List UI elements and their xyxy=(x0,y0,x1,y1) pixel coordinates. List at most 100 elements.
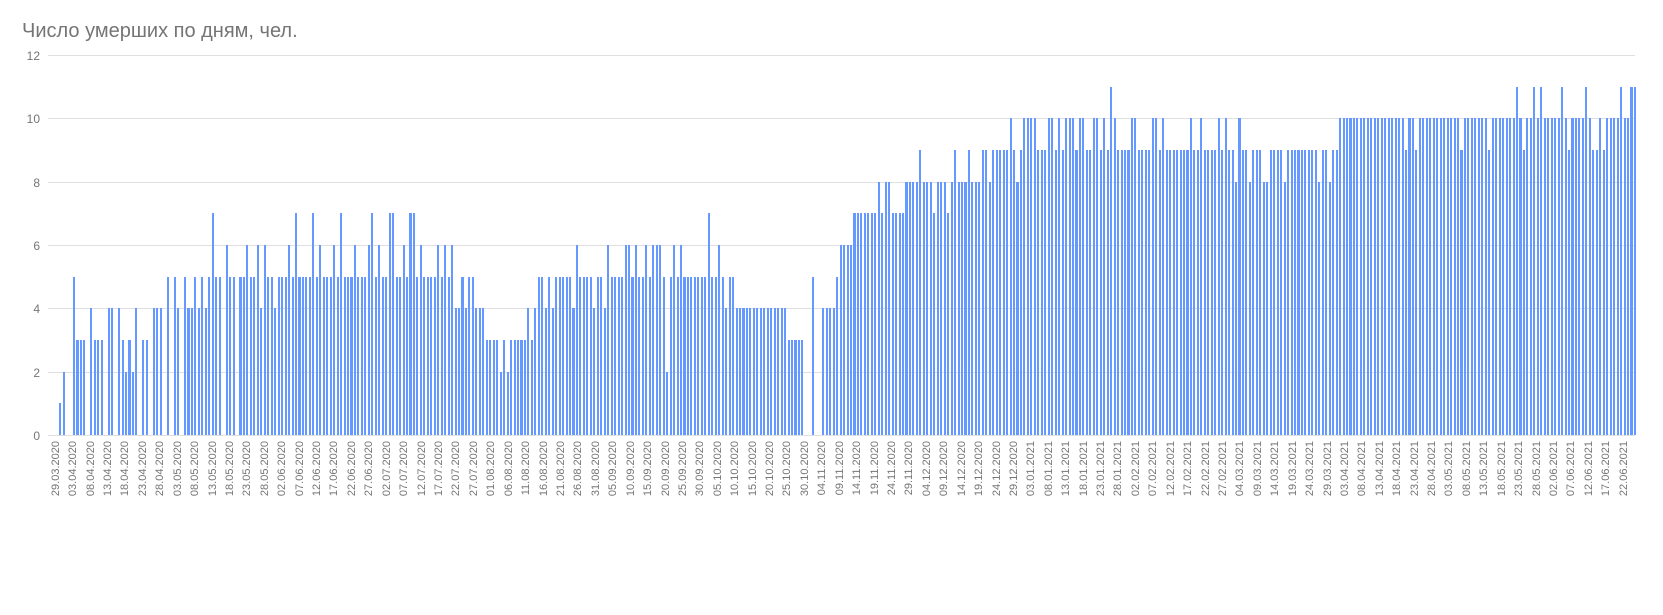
bar xyxy=(1391,118,1393,435)
bar xyxy=(600,277,602,435)
x-tick-label: 22.06.2020 xyxy=(346,441,358,496)
bar xyxy=(833,308,835,435)
x-tick-label: 15.10.2020 xyxy=(747,441,759,496)
x-tick-label: 07.06.2020 xyxy=(294,441,306,496)
x-tick-label: 25.09.2020 xyxy=(677,441,689,496)
bar xyxy=(895,213,897,435)
bar xyxy=(902,213,904,435)
bar xyxy=(316,277,318,435)
bar xyxy=(611,277,613,435)
bar xyxy=(628,245,630,435)
bar xyxy=(1100,150,1102,435)
bar xyxy=(1346,118,1348,435)
x-tick-label: 10.10.2020 xyxy=(729,441,741,496)
bar xyxy=(1207,150,1209,435)
bar xyxy=(687,277,689,435)
x-tick-label: 08.04.2020 xyxy=(85,441,97,496)
bar xyxy=(1252,150,1254,435)
chart-title: Число умерших по дням, чел. xyxy=(22,20,1643,43)
bar xyxy=(656,245,658,435)
bar xyxy=(905,182,907,435)
bar xyxy=(767,308,769,435)
x-tick-label: 29.11.2020 xyxy=(903,441,915,495)
bar xyxy=(461,277,463,435)
bar xyxy=(1166,150,1168,435)
bar xyxy=(1086,150,1088,435)
bar xyxy=(1613,118,1615,435)
x-tick-label: 01.08.2020 xyxy=(485,441,497,496)
bar xyxy=(881,213,883,435)
x-tick-label: 27.07.2020 xyxy=(468,441,480,496)
bar xyxy=(985,150,987,435)
bar xyxy=(940,182,942,435)
x-tick-label: 02.06.2021 xyxy=(1548,441,1560,496)
bar xyxy=(1315,150,1317,435)
bar xyxy=(982,150,984,435)
bar xyxy=(156,308,158,435)
bar xyxy=(1131,118,1133,435)
bar xyxy=(1519,118,1521,435)
bar xyxy=(274,308,276,435)
bar xyxy=(1547,118,1549,435)
bar xyxy=(725,308,727,435)
x-tick-label: 27.02.2021 xyxy=(1217,441,1229,496)
bar xyxy=(531,340,533,435)
bar xyxy=(1124,150,1126,435)
bar xyxy=(1405,150,1407,435)
bar xyxy=(125,372,127,435)
bar xyxy=(142,340,144,435)
chart-container: Число умерших по дням, чел. 024681012 29… xyxy=(0,0,1663,615)
bar xyxy=(1596,150,1598,435)
bar xyxy=(579,277,581,435)
bar xyxy=(406,277,408,435)
bar xyxy=(271,277,273,435)
bar xyxy=(1526,118,1528,435)
x-tick-label: 03.01.2021 xyxy=(1025,441,1037,496)
bar xyxy=(1003,150,1005,435)
bar xyxy=(1578,118,1580,435)
bar xyxy=(1377,118,1379,435)
bar xyxy=(1537,118,1539,435)
x-tick-label: 16.08.2020 xyxy=(538,441,550,496)
bar xyxy=(1540,87,1542,435)
x-tick-label: 13.01.2021 xyxy=(1060,441,1072,496)
x-tick-label: 03.05.2020 xyxy=(172,441,184,496)
x-tick-label: 19.03.2021 xyxy=(1287,441,1299,496)
x-tick-label: 30.09.2020 xyxy=(694,441,706,496)
bar xyxy=(1193,150,1195,435)
bar xyxy=(697,277,699,435)
bar xyxy=(1585,87,1587,435)
bar xyxy=(801,340,803,435)
bar xyxy=(649,277,651,435)
bar xyxy=(1433,118,1435,435)
bar xyxy=(1367,118,1369,435)
bar xyxy=(229,277,231,435)
bar xyxy=(864,213,866,435)
bar xyxy=(434,277,436,435)
bar xyxy=(836,277,838,435)
x-tick-label: 18.05.2020 xyxy=(224,441,236,496)
bar xyxy=(1089,150,1091,435)
bar xyxy=(1159,150,1161,435)
bar xyxy=(1474,118,1476,435)
bar xyxy=(850,245,852,435)
x-tick-label: 18.01.2021 xyxy=(1078,441,1090,496)
bar xyxy=(1308,150,1310,435)
x-tick-label: 13.04.2020 xyxy=(102,441,114,496)
x-tick-label: 04.11.2020 xyxy=(816,441,828,495)
bar xyxy=(1048,118,1050,435)
x-tick-label: 08.05.2020 xyxy=(189,441,201,496)
bar xyxy=(160,308,162,435)
bar xyxy=(677,277,679,435)
bar xyxy=(1388,118,1390,435)
bar xyxy=(666,372,668,435)
bar xyxy=(604,308,606,435)
bar xyxy=(597,277,599,435)
bar xyxy=(715,277,717,435)
bar xyxy=(80,340,82,435)
bar xyxy=(198,308,200,435)
bar xyxy=(527,308,529,435)
bar xyxy=(1513,118,1515,435)
bar xyxy=(1010,118,1012,435)
bar xyxy=(482,308,484,435)
